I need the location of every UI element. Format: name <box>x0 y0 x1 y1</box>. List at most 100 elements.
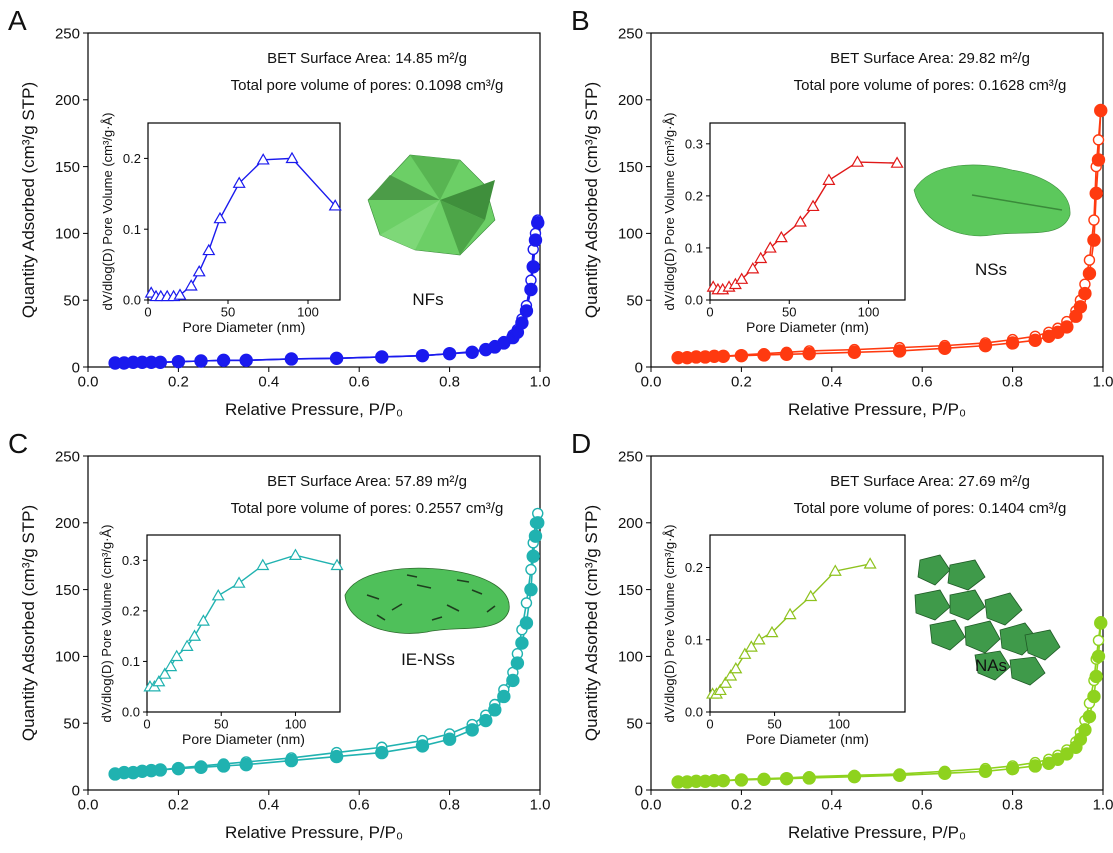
na-illustration <box>914 554 1061 686</box>
x-tick-label: 50 <box>767 716 781 731</box>
plot-frame <box>87 455 541 791</box>
adsorption-point <box>1091 649 1106 664</box>
adsorption-point <box>153 355 168 370</box>
adsorption-point <box>479 713 493 728</box>
y-tick-label: 0 <box>635 782 643 799</box>
psd-point <box>765 625 779 638</box>
x-tick-label: 0.2 <box>168 373 189 390</box>
x-tick-label: 50 <box>214 716 228 731</box>
x-tick-label: 0 <box>706 716 713 731</box>
psd-point <box>213 211 227 224</box>
psd-point <box>211 588 225 601</box>
panel-letter: B <box>571 5 590 36</box>
x-tick-label: 0.8 <box>439 373 460 390</box>
adsorption-point <box>465 345 479 360</box>
desorption-point <box>1092 134 1105 146</box>
annotation: BET Surface Area: 57.89 m²/g <box>267 473 467 490</box>
inset-background <box>148 123 340 300</box>
x-tick-label: 0 <box>144 304 151 319</box>
adsorption-point <box>531 216 545 230</box>
x-tick-label: 0.0 <box>78 373 99 390</box>
shape-face <box>974 650 1011 681</box>
x-tick-label: 100 <box>858 304 880 319</box>
shape-label: NSs <box>975 260 1007 279</box>
y-tick-label: 50 <box>626 715 643 732</box>
adsorption-point <box>1094 103 1108 118</box>
y-tick-label: 150 <box>618 159 643 176</box>
y-tick-label: 0.0 <box>685 705 703 720</box>
desorption-point <box>1083 254 1096 266</box>
adsorption-point <box>1082 709 1097 724</box>
x-tick-label: 0.6 <box>349 796 370 813</box>
adsorption-point <box>1087 689 1101 704</box>
y-tick-label: 0.3 <box>122 553 140 568</box>
inset-y-label: dV/dlog(D) Pore Volume (cm³/g·Å) <box>99 525 114 723</box>
adsorption-point <box>531 516 545 530</box>
adsorption-point <box>519 616 534 630</box>
y-tick-label: 0.1 <box>122 654 140 669</box>
shape-label: NFs <box>412 290 443 309</box>
plot-frame <box>146 534 341 713</box>
shape-face <box>344 567 510 634</box>
shape-face <box>368 175 440 200</box>
y-tick-label: 0.2 <box>122 603 140 618</box>
psd-point <box>164 659 178 672</box>
y-tick-label: 100 <box>55 649 80 666</box>
adsorption-point <box>284 352 299 366</box>
y-tick-label: 0.2 <box>123 151 141 166</box>
adsorption-point <box>526 260 540 274</box>
psd-point <box>744 640 758 652</box>
adsorption-point <box>524 582 538 597</box>
x-tick-label: 0.2 <box>731 796 752 813</box>
psd-point <box>152 674 166 687</box>
adsorption-point <box>465 723 479 737</box>
y-tick-label: 150 <box>55 159 80 176</box>
adsorption-point <box>415 739 430 753</box>
plot-frame <box>709 122 906 301</box>
x-axis-label: Relative Pressure, P/P₀ <box>788 400 966 419</box>
inset-background <box>147 535 340 712</box>
x-tick-label: 0.6 <box>912 796 933 813</box>
adsorption-point <box>216 759 231 773</box>
x-tick-label: 1.0 <box>530 796 551 813</box>
adsorption-point <box>734 348 749 363</box>
psd-point <box>285 151 299 164</box>
x-tick-label: 0.4 <box>821 796 842 813</box>
adsorption-point <box>153 763 168 777</box>
x-tick-label: 100 <box>828 716 850 731</box>
x-tick-label: 0.4 <box>821 373 842 390</box>
adsorption-point <box>194 760 208 774</box>
psd-point <box>863 557 877 569</box>
inset-y-label: dV/dlog(D) Pore Volume (cm³/g·Å) <box>100 113 115 311</box>
adsorption-point <box>329 351 344 366</box>
shape-face <box>949 589 986 621</box>
psd-point <box>718 676 733 688</box>
x-tick-label: 50 <box>782 304 796 319</box>
x-tick-label: 0.8 <box>1002 373 1023 390</box>
y-axis-label: Quantity Adsorbed (cm³/g STP) <box>19 505 38 741</box>
psd-point <box>890 156 904 168</box>
adsorption-point <box>488 703 502 717</box>
adsorption-point <box>1078 723 1092 737</box>
psd-point <box>232 176 246 188</box>
adsorption-point <box>1073 300 1088 314</box>
psd-point <box>202 243 216 256</box>
adsorption-point <box>528 233 543 247</box>
x-tick-label: 0.6 <box>912 373 933 390</box>
x-tick-label: 0.8 <box>1002 796 1023 813</box>
shape-face <box>947 559 986 591</box>
plot-frame <box>87 32 541 368</box>
adsorption-point <box>515 316 529 330</box>
x-axis-label: Relative Pressure, P/P₀ <box>225 400 403 419</box>
psd-point <box>752 633 766 645</box>
x-tick-label: 0.0 <box>641 796 662 813</box>
psd-point <box>187 629 202 641</box>
adsorption-point <box>1094 616 1108 630</box>
x-tick-label: 100 <box>297 304 319 319</box>
x-tick-label: 0.2 <box>168 796 189 813</box>
x-axis-label: Relative Pressure, P/P₀ <box>225 823 403 842</box>
inset-background <box>710 123 905 300</box>
iens-illustration <box>344 567 510 634</box>
adsorption-point <box>284 753 299 768</box>
y-tick-label: 0.1 <box>685 240 703 255</box>
